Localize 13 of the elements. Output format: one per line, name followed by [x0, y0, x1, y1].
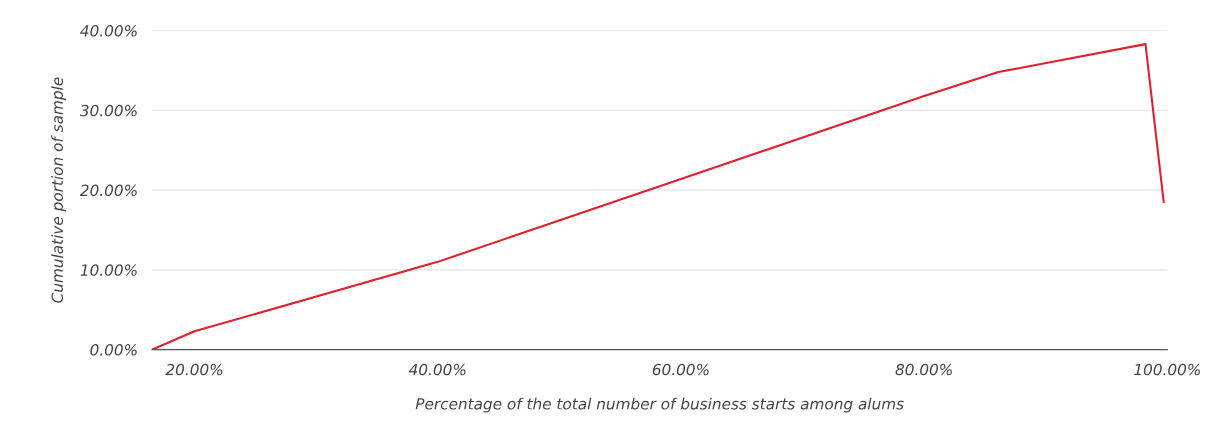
line-series	[152, 43, 1165, 350]
x-tick-label: 60.00%	[652, 363, 709, 376]
x-tick-label: 100.00%	[1134, 363, 1200, 376]
y-tick-label: 40.00%	[80, 25, 137, 37]
y-tick-label: 30.00%	[79, 104, 137, 117]
y-axis-title: Cumulative portion of sample	[51, 77, 66, 303]
x-tick-label: 80.00%	[895, 363, 952, 376]
x-tick-label: 40.00%	[408, 363, 466, 376]
x-tick-label: 20.00%	[165, 363, 223, 376]
y-tick-label: 10.00%	[80, 264, 137, 276]
y-tick-label: 0.00%	[90, 344, 137, 356]
x-axis-title: Percentage of the total number of business starts among alums	[415, 397, 904, 413]
y-tick-label: 20.00%	[79, 184, 137, 197]
